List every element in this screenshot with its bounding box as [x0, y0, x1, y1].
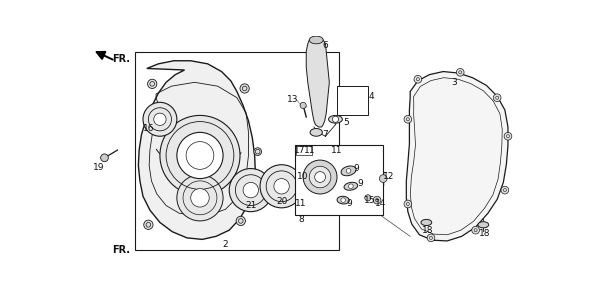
- FancyBboxPatch shape: [296, 146, 312, 156]
- Circle shape: [300, 102, 306, 108]
- Circle shape: [404, 200, 412, 208]
- Text: 5: 5: [343, 118, 349, 127]
- Text: 3: 3: [451, 78, 457, 87]
- Text: 18: 18: [479, 229, 491, 238]
- Polygon shape: [306, 40, 329, 127]
- Ellipse shape: [344, 182, 358, 190]
- Text: 7: 7: [322, 130, 327, 139]
- Circle shape: [332, 116, 339, 123]
- Text: 16: 16: [143, 124, 154, 133]
- Circle shape: [240, 84, 249, 93]
- Circle shape: [236, 216, 245, 225]
- Circle shape: [457, 68, 464, 76]
- Circle shape: [303, 160, 337, 194]
- Text: FR.: FR.: [113, 245, 130, 255]
- Circle shape: [504, 132, 512, 140]
- Circle shape: [177, 132, 223, 178]
- Circle shape: [314, 172, 326, 182]
- Text: 20: 20: [276, 197, 287, 206]
- Text: 9: 9: [346, 200, 352, 209]
- Ellipse shape: [478, 222, 489, 228]
- Circle shape: [414, 75, 422, 83]
- FancyBboxPatch shape: [135, 51, 339, 250]
- Circle shape: [472, 226, 480, 234]
- Circle shape: [404, 115, 412, 123]
- Text: 21: 21: [245, 201, 257, 210]
- Circle shape: [373, 196, 381, 204]
- Circle shape: [341, 198, 346, 203]
- FancyBboxPatch shape: [337, 86, 368, 115]
- Text: 9: 9: [358, 179, 363, 188]
- Text: 9: 9: [353, 164, 359, 173]
- Text: 13: 13: [287, 95, 298, 104]
- Ellipse shape: [337, 196, 349, 204]
- Circle shape: [160, 115, 240, 196]
- Text: 11: 11: [303, 146, 315, 155]
- Polygon shape: [139, 61, 255, 239]
- Circle shape: [365, 195, 371, 201]
- Circle shape: [274, 178, 289, 194]
- Polygon shape: [407, 72, 508, 241]
- Ellipse shape: [310, 129, 322, 136]
- Text: 8: 8: [298, 215, 304, 224]
- Text: FR.: FR.: [113, 54, 130, 64]
- Text: 17: 17: [294, 146, 306, 155]
- Circle shape: [493, 94, 501, 101]
- Text: 19: 19: [93, 163, 104, 172]
- Text: 4: 4: [368, 92, 373, 101]
- Text: 18: 18: [422, 226, 434, 235]
- Circle shape: [346, 169, 351, 173]
- Circle shape: [154, 113, 166, 126]
- Text: 14: 14: [375, 200, 386, 209]
- Circle shape: [230, 169, 273, 212]
- Circle shape: [501, 186, 509, 194]
- Circle shape: [260, 165, 303, 208]
- Text: 11: 11: [295, 200, 307, 209]
- Circle shape: [309, 166, 331, 188]
- Ellipse shape: [309, 36, 323, 44]
- Ellipse shape: [329, 115, 342, 123]
- Circle shape: [101, 154, 109, 162]
- FancyBboxPatch shape: [294, 145, 384, 215]
- Text: 15: 15: [365, 196, 376, 205]
- Circle shape: [143, 102, 177, 136]
- Circle shape: [427, 234, 435, 242]
- Circle shape: [177, 175, 223, 221]
- Circle shape: [148, 79, 157, 88]
- Circle shape: [191, 189, 209, 207]
- Text: 6: 6: [323, 41, 329, 50]
- Circle shape: [254, 148, 261, 156]
- Ellipse shape: [421, 219, 432, 225]
- Text: 11: 11: [331, 146, 343, 155]
- Text: 12: 12: [383, 172, 394, 181]
- Circle shape: [243, 182, 258, 198]
- Circle shape: [144, 220, 153, 229]
- Text: 10: 10: [297, 172, 308, 181]
- Circle shape: [349, 184, 353, 189]
- Circle shape: [379, 175, 387, 182]
- Text: 2: 2: [222, 240, 228, 249]
- Ellipse shape: [341, 166, 356, 176]
